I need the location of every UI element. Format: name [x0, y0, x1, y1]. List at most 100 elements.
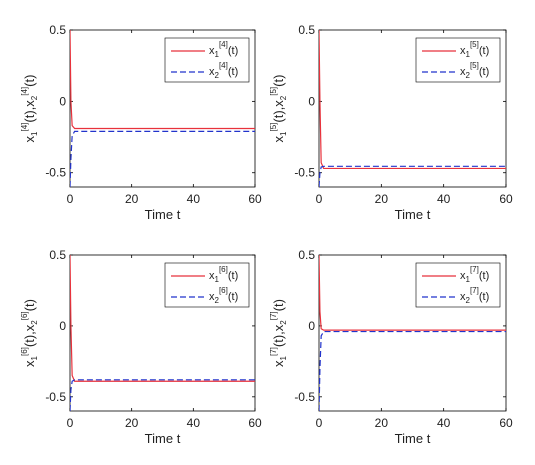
legend-sub: 1 [466, 275, 471, 284]
y-label-sub: 1 [30, 355, 39, 360]
legend-arg: (t) [479, 291, 489, 303]
y-label-sub: 1 [279, 131, 288, 136]
legend-base: x [460, 291, 466, 303]
legend-sup: [6] [219, 265, 228, 274]
y-tick-label: 0 [59, 94, 66, 108]
x-tick-label: 0 [316, 416, 323, 430]
y-tick-label: 0.5 [49, 248, 66, 262]
y-label-sub: 2 [30, 95, 39, 100]
plot-frame [69, 254, 256, 412]
legend-base: x [460, 270, 466, 282]
y-tick-label: -0.5 [45, 390, 66, 404]
x-tick-label: 0 [67, 416, 74, 430]
legend-arg: (t) [228, 270, 238, 282]
legend-base: x [460, 66, 466, 78]
legend-sup: [5] [470, 40, 479, 49]
legend-label-x2: x2[5](t) [460, 61, 489, 80]
legend-label-x1: x1[4](t) [209, 40, 238, 59]
plot-frame [69, 29, 256, 188]
plot-frame [318, 29, 507, 188]
legend-base: x [460, 45, 466, 57]
legend-box [415, 37, 501, 83]
y-label-base: ,x [22, 100, 37, 111]
x-tick-label: 20 [375, 192, 389, 206]
y-label-sup: [6] [20, 311, 29, 320]
y-label-base: x [271, 360, 286, 367]
legend-arg: (t) [228, 66, 238, 78]
y-tick-label: 0.5 [298, 23, 315, 37]
legend-label-x1: x1[6](t) [209, 265, 238, 284]
series-line-x2 [319, 330, 506, 411]
x-axis-label: Time t [145, 431, 181, 446]
legend-label-x2: x2[4](t) [209, 61, 238, 80]
y-tick-label: 0 [308, 94, 315, 108]
y-label-sub: 2 [279, 320, 288, 325]
legend-label-x1: x1[7](t) [460, 265, 489, 284]
legend-base: x [209, 270, 215, 282]
y-label-sub: 2 [279, 95, 288, 100]
y-label-sup: [5] [269, 123, 278, 132]
y-label-sub: 2 [30, 320, 39, 325]
y-label-sub: 1 [279, 355, 288, 360]
y-tick-label: -0.5 [45, 166, 66, 180]
legend-sub: 1 [215, 50, 220, 59]
y-label-sup: [4] [20, 123, 29, 132]
series-line-x2 [70, 130, 255, 187]
legend-arg: (t) [228, 291, 238, 303]
legend-arg: (t) [228, 45, 238, 57]
legend-sub: 1 [466, 50, 471, 59]
legend-sub: 2 [466, 71, 471, 80]
series-line-x1 [70, 30, 255, 130]
y-label-arg: (t) [22, 335, 37, 347]
y-tick-label: -0.5 [294, 390, 315, 404]
y-label-sup: [7] [269, 347, 278, 356]
legend-sub: 2 [215, 296, 220, 305]
y-tick-label: 0 [308, 319, 315, 333]
x-tick-label: 40 [437, 416, 451, 430]
x-tick-label: 40 [187, 192, 201, 206]
legend-sup: [4] [219, 61, 228, 70]
y-label-arg: (t) [271, 335, 286, 347]
y-label-base: x [271, 135, 286, 142]
legend-box [164, 37, 250, 83]
legend-sup: [7] [470, 286, 479, 295]
y-axis-label: x1[5](t),x2[5](t) [269, 75, 288, 143]
x-tick-label: 40 [437, 192, 451, 206]
y-tick-label: 0.5 [298, 248, 315, 262]
x-axis-label: Time t [395, 207, 431, 222]
legend-box [415, 262, 501, 308]
x-tick-label: 20 [125, 192, 139, 206]
plot-frame [318, 254, 507, 412]
series-line-x1 [319, 30, 506, 170]
legend-label-x1: x1[5](t) [460, 40, 489, 59]
x-tick-label: 0 [67, 192, 74, 206]
y-label-arg: (t) [271, 75, 286, 87]
legend-base: x [209, 45, 215, 57]
legend-sub: 2 [466, 296, 471, 305]
x-axis-label: Time t [145, 207, 181, 222]
y-label-sup: [6] [20, 347, 29, 356]
legend-arg: (t) [479, 45, 489, 57]
y-label-base: ,x [271, 100, 286, 111]
x-tick-label: 60 [248, 416, 262, 430]
legend-base: x [209, 66, 215, 78]
legend-arg: (t) [479, 270, 489, 282]
x-tick-label: 0 [316, 192, 323, 206]
y-label-sup: [4] [20, 87, 29, 96]
y-label-arg: (t) [22, 110, 37, 122]
x-tick-label: 60 [499, 416, 513, 430]
legend-box [164, 262, 250, 308]
y-label-sup: [7] [269, 311, 278, 320]
y-label-base: ,x [271, 324, 286, 335]
x-tick-label: 40 [187, 416, 201, 430]
y-label-arg: (t) [271, 110, 286, 122]
x-axis-label: Time t [395, 431, 431, 446]
legend-sub: 2 [215, 71, 220, 80]
legend-sup: [6] [219, 286, 228, 295]
legend-sup: [4] [219, 40, 228, 49]
